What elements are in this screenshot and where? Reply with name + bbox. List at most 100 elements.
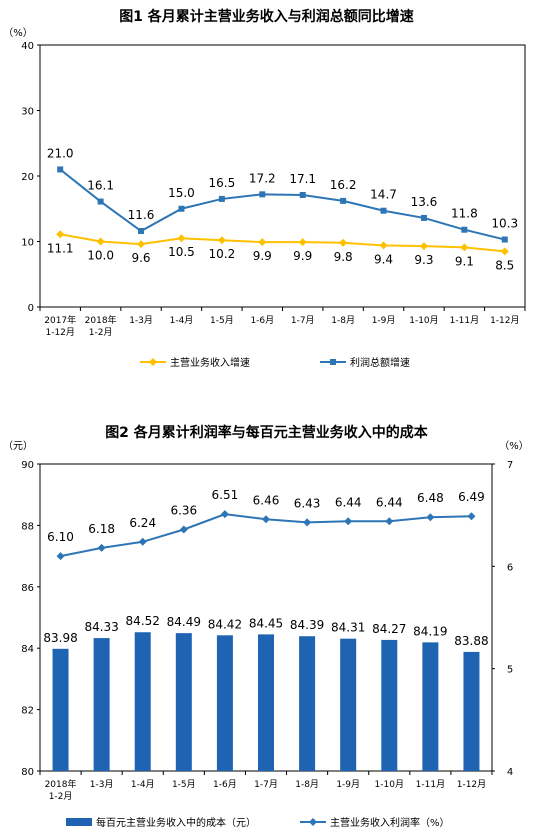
chart1-data-label: 9.4 [374,252,393,266]
chart2-line-point [303,518,312,527]
chart2-y-right-tick-label: 7 [507,460,513,471]
chart2-x-tick-label: 1-6月 [213,779,237,790]
chart1-point [96,237,105,246]
chart2-line-point [220,510,229,519]
chart1-point [298,238,307,247]
chart2-bar [381,639,398,771]
chart1-data-label: 11.1 [47,241,74,255]
chart1-x-tick-label: 1-9月 [372,315,396,326]
chart1-y-tick-label: 0 [28,303,34,314]
chart2-bar-label: 84.39 [290,618,324,632]
chart2-line-label: 6.44 [376,495,403,509]
chart1-point [500,247,509,256]
chart1-data-label: 16.1 [87,179,114,193]
chart2-x-tick-label: 1-4月 [131,779,155,790]
chart2-line-point [467,512,476,521]
chart1-point [299,191,306,198]
chart2-line-point [262,515,270,524]
chart1-y-tick-label: 30 [21,107,34,118]
chart2-line-point [138,537,147,546]
chart1-x-tick-label: 1-6月 [250,315,274,326]
chart1-point [97,198,104,205]
chart1-legend-marker [149,358,157,366]
chart2-y-left-tick-label: 84 [21,644,34,655]
chart1-data-label: 9.9 [293,249,312,263]
chart1-point [501,236,508,243]
chart2-y-unit-right: （%） [499,440,529,452]
chart2-y-left-tick-label: 90 [21,460,34,471]
chart1-data-label: 9.9 [253,249,272,263]
chart1-data-label: 10.0 [87,249,114,263]
chart2-bar [175,633,192,771]
chart2-bar-label: 84.49 [167,615,201,629]
chart2-legend-line-label: 主营业务收入利润率（%） [330,816,450,829]
chart2-legend-bar-label: 每百元主营业务收入中的成本（元） [96,816,256,829]
chart2-bar [93,638,110,771]
chart2-line-point [56,552,65,561]
chart2-x-tick-label: 1-10月 [375,779,404,790]
chart2-bar-label: 84.19 [413,624,447,638]
chart2-y-right-tick-label: 5 [507,665,513,676]
chart1-x-tick-label: 1-11月 [450,315,479,326]
chart2-line-point [97,543,106,552]
chart1-x-tick-label: 2017年 1-12月 [44,314,76,338]
chart2-line-label: 6.24 [129,516,156,530]
chart1-data-label: 11.8 [451,207,478,221]
chart1-data-label: 9.3 [414,253,433,267]
chart1-x-tick-label: 1-5月 [210,315,234,326]
chart2-line-label: 6.43 [294,496,321,510]
chart1-point [339,238,348,247]
chart1-point [379,241,388,250]
chart1-plot: （%） 0 10 20 30 40 2017年 1-12月 2018年 1-2月 1-3月 1-4月 1… [3,27,526,369]
chart1-x-tick-label: 1-8月 [331,315,355,326]
chart2-y-right-tick-label: 6 [507,562,513,573]
chart1-data-label: 13.6 [411,195,438,209]
chart2-y-unit-left: （元） [3,440,33,452]
chart1-series-line [60,233,505,253]
chart1-point [460,243,469,252]
chart2-x-tick-label: 1-5月 [172,779,196,790]
chart2-line-label: 6.10 [47,530,74,544]
chart1-x-tick-label: 1-4月 [170,315,194,326]
chart1-data-label: 17.1 [289,172,316,186]
chart2-title: 图2 各月累计利润率与每百元主营业务收入中的成本 [105,425,428,441]
chart1-x-tick-label: 1-12月 [490,315,519,326]
chart1-point [56,230,65,239]
chart1-point [340,197,347,204]
chart1-data-label: 21.0 [47,146,74,160]
chart2-bar [258,634,274,771]
chart2-x-tick-label: 2018年 1-2月 [45,778,77,802]
chart1-data-label: 9.6 [131,251,150,265]
chart2-x-tick-label: 1-12月 [457,779,486,790]
chart1-data-label: 14.7 [370,188,397,202]
chart1-x-tick-label: 1-7月 [291,315,315,326]
chart2-x-tick-label: 1-11月 [416,779,445,790]
chart2-y-left-tick-label: 88 [21,521,34,532]
chart1-point [217,236,226,245]
chart1-series-line [59,168,506,241]
chart1-title: 图1 各月累计主营业务收入与利润总额同比增速 [119,9,414,25]
chart2-bar [422,642,439,771]
chart1-data-label: 17.2 [249,171,276,185]
chart2-x-tick-label: 1-7月 [254,779,278,790]
chart1-data-label: 11.6 [128,208,155,222]
chart1-legend-label: 主营业务收入增速 [170,356,250,369]
chart1-data-label: 9.1 [455,254,474,268]
chart1-point [380,207,387,214]
chart1-data-label: 10.5 [168,245,195,259]
chart2-line-point [344,517,353,526]
chart2-y-right-tick-label: 4 [507,767,513,778]
chart2-x-tick-label: 1-3月 [90,779,114,790]
chart1-point [137,240,146,249]
chart2-bar-label: 83.88 [454,634,488,648]
chart1-x-tick-label: 1-10月 [409,315,438,326]
chart2-x-tick-label: 1-8月 [295,779,319,790]
chart2-bar-label: 84.45 [249,616,283,630]
chart2-bar [134,632,151,771]
chart1-y-tick-label: 10 [21,238,34,249]
chart2-legend-bar-swatch [66,818,92,826]
chart2-x-tick-label: 1-9月 [336,779,360,790]
chart2-line-point [179,525,188,534]
chart1-point [259,191,266,198]
chart1-point [461,226,468,233]
